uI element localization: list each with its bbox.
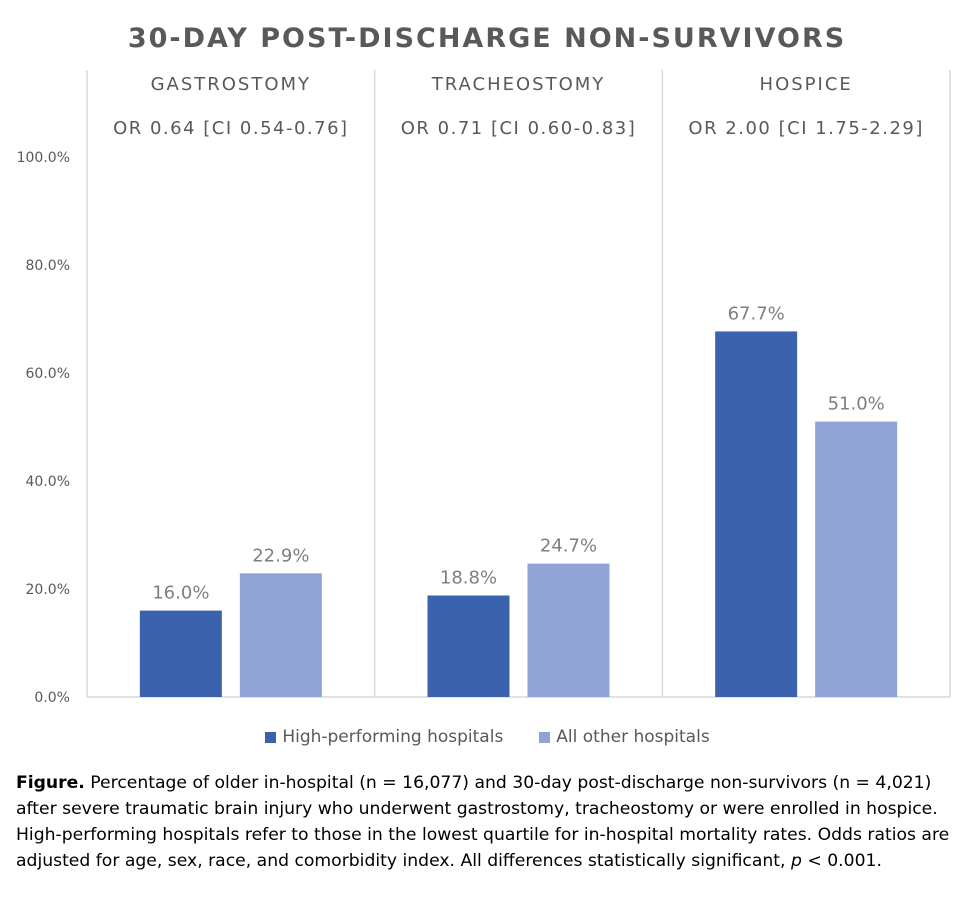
legend-label-high-performing: High-performing hospitals xyxy=(282,727,504,747)
legend-swatch-high-performing xyxy=(265,731,277,743)
group-label: HOSPICE xyxy=(760,74,853,95)
caption-text-1: Percentage of older in-hospital (n = 16,… xyxy=(16,773,950,871)
legend-item-all-other: All other hospitals xyxy=(539,727,710,747)
odds-ratio-label: OR 0.71 [CI 0.60-0.83] xyxy=(401,118,637,139)
legend-swatch-all-other xyxy=(539,731,551,743)
bar xyxy=(815,421,898,697)
y-tick-label: 80.0% xyxy=(26,258,70,274)
y-tick-label: 0.0% xyxy=(34,690,70,706)
caption-p: p xyxy=(790,851,802,871)
data-label: 18.8% xyxy=(440,567,497,588)
chart-title: 30-DAY POST-DISCHARGE NON-SURVIVORS xyxy=(128,23,846,54)
bar xyxy=(715,331,798,697)
axis-layer: 0.0% 20.0% 40.0% 60.0% 80.0% 100.0% xyxy=(17,70,951,706)
bar xyxy=(527,563,610,697)
caption-lead: Figure. xyxy=(16,773,85,793)
bar-chart: 30-DAY POST-DISCHARGE NON-SURVIVORS 0.0%… xyxy=(17,23,951,706)
data-label: 51.0% xyxy=(828,394,885,415)
group-label: GASTROSTOMY xyxy=(151,74,311,95)
bar xyxy=(139,610,222,697)
bar xyxy=(239,573,322,697)
caption-text-2: < 0.001. xyxy=(801,851,882,871)
bar xyxy=(427,595,510,697)
data-label: 16.0% xyxy=(152,583,209,604)
y-tick-label: 60.0% xyxy=(26,366,70,382)
odds-ratio-label: OR 2.00 [CI 1.75-2.29] xyxy=(688,118,924,139)
odds-ratio-label: OR 0.64 [CI 0.54-0.76] xyxy=(113,118,349,139)
group-layer: GASTROSTOMY OR 0.64 [CI 0.54-0.76] TRACHEO… xyxy=(113,74,924,139)
legend-label-all-other: All other hospitals xyxy=(556,727,710,747)
y-tick-label: 20.0% xyxy=(26,582,70,598)
figure-caption: Figure. Percentage of older in-hospital … xyxy=(16,770,961,874)
y-tick-label: 100.0% xyxy=(17,150,70,166)
legend: High-performing hospitals All other hosp… xyxy=(0,727,975,747)
bar-layer: 16.0% 22.9% 18.8% 24.7% 67.7% 51.0% xyxy=(139,303,898,697)
data-label: 67.7% xyxy=(728,303,785,324)
y-tick-label: 40.0% xyxy=(26,474,70,490)
group-label: TRACHEOSTOMY xyxy=(431,74,606,95)
legend-item-high-performing: High-performing hospitals xyxy=(265,727,503,747)
data-label: 22.9% xyxy=(252,545,309,566)
data-label: 24.7% xyxy=(540,536,597,557)
